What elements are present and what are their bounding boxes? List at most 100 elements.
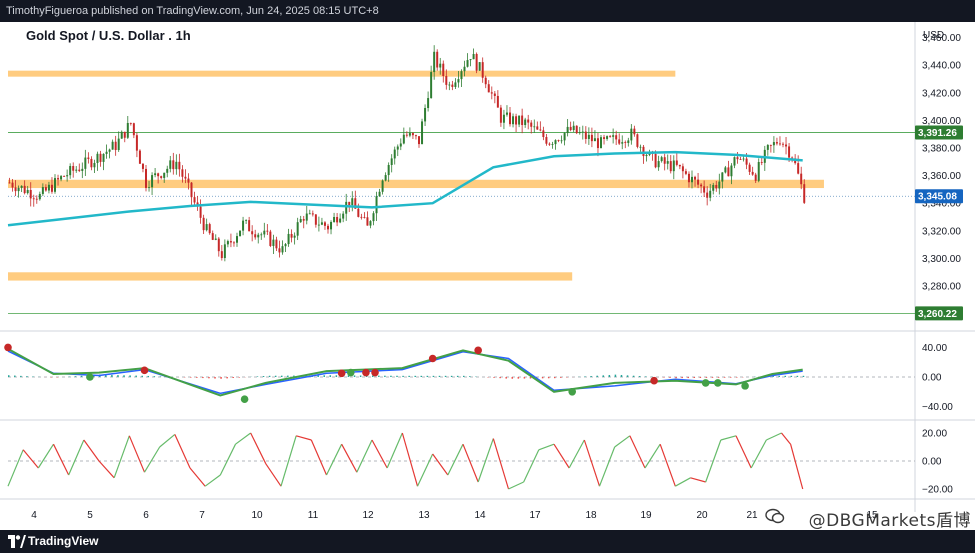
candle-body [35, 198, 38, 200]
candle-body [560, 140, 563, 142]
histogram-bar [262, 376, 265, 377]
time-tick-label: 17 [529, 510, 541, 521]
oscillator-segment [538, 443, 555, 451]
candle-body [184, 176, 187, 179]
histogram-bar [26, 376, 28, 377]
oscillator-segment [83, 439, 100, 462]
candle-body [496, 95, 499, 108]
candle-body [712, 184, 715, 191]
candle-body [378, 191, 381, 197]
histogram-bar [202, 377, 204, 379]
sr-zone [8, 179, 824, 189]
candle-body [803, 184, 806, 203]
candle-body [232, 242, 235, 244]
candle-body [372, 213, 375, 222]
oscillator-segment [690, 477, 706, 483]
candle-body [145, 168, 147, 188]
candle-body [96, 153, 99, 163]
candle-body [393, 149, 396, 159]
candle-body [44, 187, 47, 191]
price-tick-label: 3,320.00 [922, 226, 961, 237]
time-tick-label: 21 [746, 510, 758, 521]
histogram-bar [444, 375, 447, 377]
candle-body [390, 158, 393, 165]
candle-body [296, 222, 299, 236]
oscillator-segment [553, 443, 570, 469]
oscillator-segment [675, 477, 691, 487]
oscillator-segment [189, 467, 206, 487]
oscillator-segment [750, 439, 767, 469]
candle-body [311, 213, 314, 215]
candle-body [421, 121, 424, 145]
candle-body [148, 187, 151, 189]
histogram-bar [469, 376, 471, 377]
candle-body [339, 218, 342, 223]
footer-brand: TradingView [28, 534, 99, 548]
candle-body [163, 172, 166, 178]
histogram-bar [190, 377, 192, 378]
candle-body [639, 146, 642, 148]
histogram-bar [105, 374, 107, 377]
candle-body [433, 51, 436, 73]
candle-body [721, 172, 724, 182]
chart-title: Gold Spot / U.S. Dollar . 1h [26, 28, 191, 43]
footer-bar: TradingView [0, 530, 975, 553]
oscillator-segment [583, 439, 601, 487]
candle-body [105, 151, 108, 154]
candle-body [697, 179, 700, 185]
candle-body [590, 134, 593, 142]
cross-marker [140, 366, 149, 375]
candle-body [736, 157, 739, 160]
histogram-bar [274, 375, 277, 377]
time-tick-label: 12 [362, 510, 374, 521]
candle-body [93, 162, 96, 168]
candle-body [60, 176, 63, 180]
candle-body [515, 116, 518, 125]
histogram-bar [675, 377, 677, 379]
candle-body [427, 98, 430, 108]
histogram-bar [505, 377, 507, 379]
oscillator-segment [22, 449, 39, 469]
candle-body [360, 216, 363, 218]
candle-body [530, 122, 533, 127]
price-tick-label: 3,360.00 [922, 171, 961, 182]
candle-body [451, 84, 454, 87]
oscillator-segment [310, 439, 328, 476]
sr-zone [8, 70, 676, 77]
candle-body [126, 122, 129, 138]
candle-body [23, 185, 26, 194]
histogram-bar [347, 375, 350, 377]
candle-body [633, 128, 636, 135]
candle-body [202, 217, 205, 231]
histogram-bar [287, 375, 289, 377]
candle-body [408, 133, 411, 136]
candle-body [157, 173, 160, 177]
candle-body [457, 79, 460, 83]
candle-body [687, 173, 690, 183]
candle-body [512, 116, 515, 125]
candle-body [484, 77, 487, 85]
cross-marker [337, 369, 346, 378]
histogram-bar [317, 375, 319, 377]
candle-body [387, 164, 390, 176]
histogram-bar [220, 377, 222, 379]
candle-body [593, 138, 596, 142]
signal-line [7, 350, 803, 395]
histogram-bar [790, 375, 793, 377]
cross-marker [568, 388, 576, 396]
candle-body [666, 161, 669, 164]
candle-body [266, 230, 269, 232]
candle-body [175, 161, 178, 170]
time-tick-label: 11 [308, 510, 319, 521]
candle-body [430, 72, 433, 99]
candle-body [357, 208, 360, 217]
candle-body [624, 142, 627, 143]
chart-canvas[interactable]: 3,280.00 3,300.00 3,320.00 3,340.00 3,360.00… [0, 22, 975, 530]
price-pane: 3,280.00 3,300.00 3,320.00 3,340.00 3,360.00… [0, 22, 975, 512]
candle-body [135, 135, 138, 151]
sr-zone [8, 272, 573, 281]
candle-body [363, 217, 366, 218]
candle-body [797, 163, 800, 174]
candle-body [509, 112, 511, 125]
oscillator-segment [98, 460, 115, 479]
